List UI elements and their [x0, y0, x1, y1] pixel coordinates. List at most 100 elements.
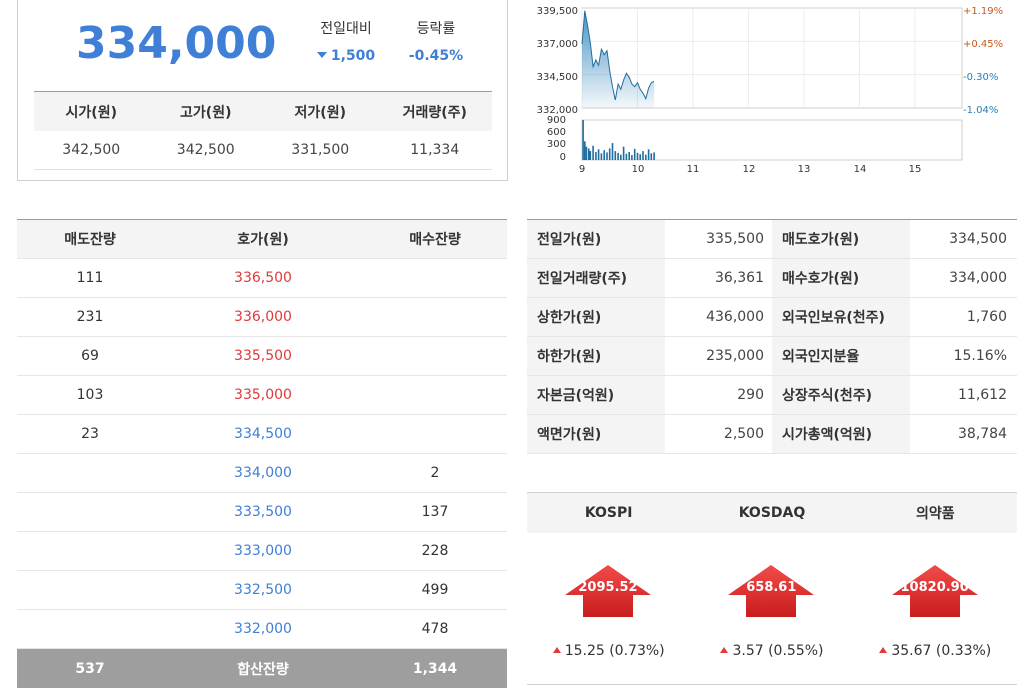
info-value: 38,784	[958, 426, 1007, 442]
quote-price[interactable]: 334,000	[234, 465, 292, 481]
info-key: 상한가(원)	[527, 298, 665, 336]
orderbook-row: 69 335,500	[17, 337, 507, 376]
quote-price[interactable]: 335,500	[234, 348, 292, 364]
total-label: 합산잔량	[237, 661, 289, 678]
orderbook-row: 334,000 2	[17, 454, 507, 493]
volume-bar	[592, 145, 594, 160]
volume-bar	[653, 152, 655, 160]
info-row: 상한가(원) 436,000 외국인보유(천주) 1,760	[527, 298, 1017, 337]
volume-bar	[582, 120, 584, 160]
index-value: 658.61	[746, 580, 797, 595]
sell-qty: 103	[76, 387, 104, 403]
index-value: 2095.52	[578, 580, 638, 595]
quote-price[interactable]: 334,500	[234, 426, 292, 442]
time-tick: 12	[743, 164, 756, 175]
open-price: 342,500	[62, 142, 121, 158]
quote-price[interactable]: 333,000	[234, 543, 292, 559]
info-key: 전일거래량(주)	[527, 259, 665, 297]
time-tick: 9	[579, 164, 585, 175]
volume-bar	[603, 150, 605, 160]
change-value: 1,500	[330, 48, 376, 64]
info-value: 36,361	[715, 270, 764, 286]
info-key: 자본금(억원)	[527, 376, 665, 414]
price-panel-frame	[581, 7, 963, 109]
low-price: 331,500	[291, 142, 350, 158]
buy-qty: 228	[421, 543, 449, 559]
up-arrow-icon	[565, 565, 651, 617]
orderbook-header-row: 매도잔량 호가(원) 매수잔량	[17, 220, 507, 259]
sell-qty: 111	[76, 270, 104, 286]
index-name: KOSDAQ	[738, 505, 806, 521]
quote-price[interactable]: 332,000	[234, 621, 292, 637]
volume-tick: 900	[547, 115, 566, 126]
index-name: 의약품	[916, 506, 955, 522]
info-row: 전일거래량(주) 36,361 매수호가(원) 334,000	[527, 259, 1017, 298]
index-card[interactable]: 658.61 3.57 (0.55%)	[690, 533, 853, 683]
volume-bar	[587, 148, 590, 160]
orderbook-row: 332,000 478	[17, 610, 507, 649]
time-tick: 11	[687, 164, 700, 175]
info-key: 매도호가(원)	[772, 220, 910, 258]
info-value: 290	[737, 387, 764, 403]
volume-bar	[631, 155, 633, 160]
volume-bar	[625, 153, 628, 160]
rate-label: 등락률	[416, 21, 456, 37]
volume-tick: 0	[560, 152, 566, 163]
down-arrow-icon	[316, 52, 327, 58]
info-row: 하한가(원) 235,000 외국인지분율 15.16%	[527, 337, 1017, 376]
orderbook-row: 231 336,000	[17, 298, 507, 337]
info-value: 335,500	[706, 231, 764, 247]
volume-bar	[636, 152, 639, 160]
info-value: 1,760	[966, 309, 1007, 325]
quote-price[interactable]: 336,500	[234, 270, 292, 286]
buy-qty: 478	[421, 621, 449, 637]
total-sell-qty: 537	[75, 660, 105, 677]
current-price: 334,000	[76, 18, 277, 69]
time-tick: 14	[854, 164, 867, 175]
price-line	[581, 10, 655, 101]
volume-bar	[650, 153, 653, 160]
up-arrow-icon	[891, 565, 978, 617]
info-key: 시가총액(억원)	[772, 415, 910, 453]
price-tick: 334,500	[537, 72, 578, 83]
index-card[interactable]: 2095.52 15.25 (0.73%)	[527, 533, 690, 683]
ohlc-header: 거래량(주)	[402, 104, 467, 121]
volume-bar	[620, 154, 622, 160]
index-card[interactable]: 10820.90 35.67 (0.33%)	[854, 533, 1017, 683]
rate-value: -0.45%	[408, 48, 464, 64]
orderbook-row: 23 334,500	[17, 415, 507, 454]
info-row: 액면가(원) 2,500 시가총액(억원) 38,784	[527, 415, 1017, 454]
quote-price[interactable]: 333,500	[234, 504, 292, 520]
volume-bar	[617, 152, 619, 160]
orderbook-row: 111 336,500	[17, 259, 507, 298]
index-change-text: 35.67 (0.33%)	[891, 643, 992, 659]
up-arrow-icon	[728, 565, 815, 617]
sell-qty: 231	[76, 309, 104, 325]
ohlc-header: 고가(원)	[180, 104, 232, 121]
quote-price[interactable]: 336,000	[234, 309, 292, 325]
volume-bar	[608, 148, 611, 160]
volume: 11,334	[410, 142, 460, 158]
volume-bar	[600, 153, 603, 160]
quote-price[interactable]: 335,000	[234, 387, 292, 403]
volume-bar	[597, 149, 600, 160]
volume-bar	[614, 151, 617, 160]
index-name: KOSPI	[584, 505, 633, 521]
info-value: 235,000	[706, 348, 764, 364]
volume-bar	[584, 141, 586, 160]
info-key: 외국인지분율	[772, 337, 910, 375]
intraday-chart-svg: 339,500 337,000 334,500 332,000 +1.19% +…	[537, 6, 1004, 175]
info-value: 334,500	[949, 231, 1007, 247]
rate-tick: +1.19%	[963, 6, 1003, 17]
index-change-text: 3.57 (0.55%)	[732, 643, 824, 659]
price-tick: 332,000	[537, 105, 578, 116]
total-buy-qty: 1,344	[412, 660, 458, 677]
orderbook-table: 매도잔량 호가(원) 매수잔량 111 336,500 231 336,000 69 33…	[17, 219, 507, 688]
volume-bar	[642, 151, 644, 160]
quote-price[interactable]: 332,500	[234, 582, 292, 598]
index-change: 35.67 (0.33%)	[854, 643, 1017, 659]
high-price: 342,500	[176, 142, 235, 158]
orderbook-total-row: 537 합산잔량 1,344	[17, 649, 507, 688]
change-label: 전일대비	[320, 21, 372, 37]
index-value: 10820.90	[900, 580, 969, 595]
